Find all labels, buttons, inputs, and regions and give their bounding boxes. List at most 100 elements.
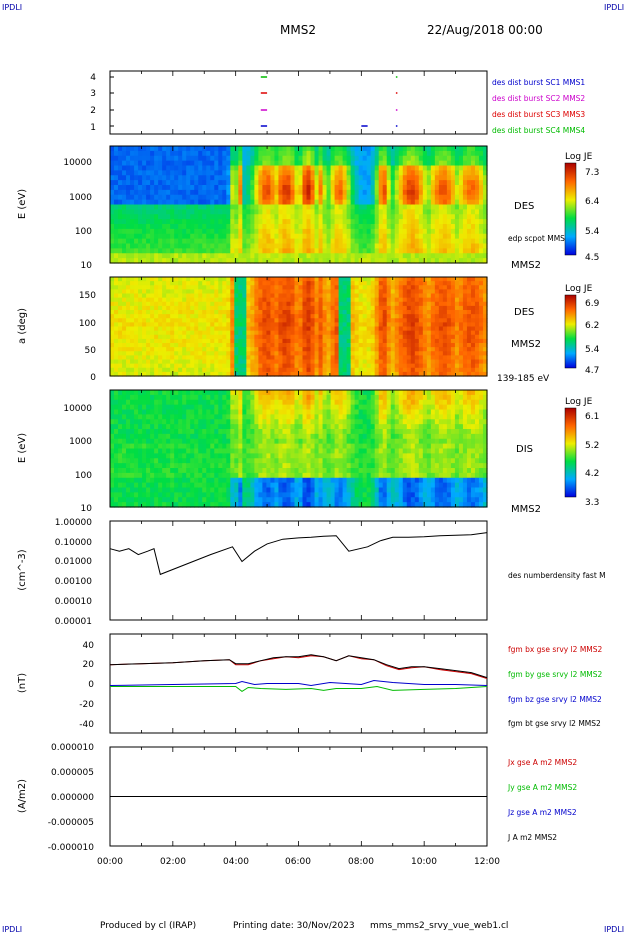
des-pitch-cell [310,367,316,373]
des-pitch-cell [378,293,384,299]
dis-energy-cell [146,433,151,440]
des-pitch-cell [174,359,179,365]
dis-energy-cell [126,399,131,406]
des-energy-cell [398,209,404,215]
des-energy-cell [270,180,276,186]
des-energy-cell [110,150,115,157]
des-pitch-cell [318,314,324,319]
des-energy-cell [410,219,416,225]
des-pitch-cell [362,351,368,356]
des-energy-cell [278,180,284,186]
des-energy-cell [266,194,272,201]
des-pitch-cell [214,318,219,323]
des-pitch-cell [138,314,143,319]
des-energy-cell [410,185,416,191]
des-pitch-cell [366,326,372,332]
des-pitch-cell [134,305,139,311]
dis-energy-cell [110,492,115,498]
des-pitch-cell [342,330,348,336]
des-pitch-cell [182,363,187,369]
des-pitch-cell [194,367,199,373]
des-pitch-cell [430,293,436,299]
des-energy-cell [170,214,175,220]
des-pitch-cell [434,371,440,377]
des-energy-cell [246,155,251,162]
des-pitch-cell [182,322,187,328]
des-pitch-cell [214,334,219,340]
des-pitch-cell [422,351,428,356]
des-energy-cell [146,170,151,176]
des-pitch-cell [370,310,376,315]
des-pitch-cell [474,351,480,356]
dis-energy-cell [162,497,167,503]
des-pitch-cell [126,371,131,377]
dis-energy-cell [158,448,163,454]
des-pitch-cell [434,363,440,369]
des-pitch-cell [198,314,203,319]
dis-energy-cell [138,492,143,498]
des-energy-cell [342,160,348,167]
des-energy-cell [114,204,119,210]
des-pitch-cell [186,363,191,369]
des-energy-cell [114,180,119,186]
des-energy-cell [370,204,376,210]
des-energy-cell [114,189,119,196]
des-pitch-cell [282,347,288,352]
des-energy-cell [210,150,215,157]
dis-energy-cell [118,477,123,484]
des-pitch-cell [206,285,211,290]
des-energy-cell [174,194,179,201]
des-energy-cell [446,248,452,254]
des-pitch-cell [186,347,191,352]
dis-energy-cell [114,458,119,464]
des-pitch-cell [194,359,199,365]
des-pitch-cell [394,297,400,303]
des-pitch-cell [426,305,432,311]
des-energy-cell [466,214,472,220]
des-energy-cell [298,155,304,162]
des-energy-cell [174,170,179,176]
des-pitch-cell [322,326,328,332]
des-pitch-cell [286,338,292,344]
des-pitch-cell [230,326,235,332]
des-energy-cell [334,228,340,235]
des-pitch-cell [262,297,268,303]
des-pitch-cell [350,343,356,348]
des-pitch-cell [270,330,276,336]
des-pitch-cell [246,355,251,361]
des-energy-cell [158,150,163,157]
des-energy-cell [346,209,352,215]
des-energy-cell [350,155,356,162]
des-pitch-cell [338,277,344,282]
des-pitch-cell [410,314,416,319]
des-pitch-cell [198,310,203,315]
des-pitch-cell [210,355,215,361]
des-pitch-cell [470,285,476,290]
legend-sc1: des dist burst SC1 MMS1 [492,78,585,87]
des-pitch-cell [334,351,340,356]
des-energy-cell [342,175,348,181]
des-energy-cell [114,248,119,254]
des-energy-cell [194,180,199,186]
des-pitch-cell [302,330,308,336]
des-energy-cell [138,238,143,245]
des-energy-cell [446,160,452,167]
des-energy-cell [214,253,219,259]
des-pitch-cell [146,338,151,344]
des-pitch-cell [314,363,320,369]
des-pitch-cell [226,330,231,336]
des-pitch-instrument: DES [514,307,534,318]
des-pitch-cell [422,305,428,311]
dis-energy-cell [162,399,167,406]
des-energy-cell [370,199,376,206]
des-pitch-cell [382,305,388,311]
des-energy-cell [402,258,408,264]
des-pitch-cell [434,351,440,356]
des-pitch-cell [242,281,247,286]
des-pitch-cell [278,343,284,348]
des-pitch-cell [438,322,444,328]
des-energy-cell [358,233,364,240]
des-pitch-cell [406,293,412,299]
des-energy-cell [134,253,139,259]
des-pitch-cell [326,355,332,361]
